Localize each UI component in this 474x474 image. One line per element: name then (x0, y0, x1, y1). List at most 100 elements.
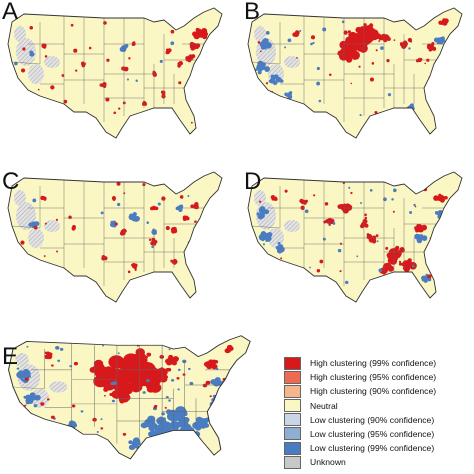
panel-label-c: C (2, 168, 20, 195)
legend-item: Low clustering (99% confidence) (284, 441, 470, 455)
low-cluster (401, 274, 406, 278)
high-cluster (182, 217, 187, 221)
low-cluster (57, 359, 61, 362)
high-cluster (265, 82, 269, 85)
high-cluster (444, 195, 448, 200)
legend-swatch (284, 399, 301, 413)
panel-label-b: B (244, 0, 261, 25)
low-cluster (257, 60, 264, 68)
low-cluster (183, 412, 188, 417)
high-cluster (310, 35, 316, 40)
high-cluster (100, 427, 104, 430)
high-cluster (339, 242, 343, 245)
high-cluster (371, 238, 377, 244)
map-panel-b (244, 4, 474, 154)
high-cluster (70, 23, 74, 27)
high-cluster (167, 48, 172, 53)
low-cluster (206, 259, 209, 262)
legend-item: Low clustering (90% confidence) (284, 413, 470, 427)
high-cluster (370, 28, 376, 33)
low-cluster (332, 222, 336, 225)
high-cluster (357, 46, 363, 52)
low-cluster (151, 245, 154, 249)
high-cluster (393, 39, 396, 42)
low-cluster (134, 444, 139, 449)
legend-swatch (284, 384, 301, 398)
low-cluster (409, 211, 413, 214)
high-cluster (316, 269, 321, 273)
low-cluster (17, 373, 24, 379)
low-cluster (168, 348, 171, 351)
legend-label: Neutral (310, 400, 338, 411)
high-cluster (128, 356, 134, 361)
high-cluster (40, 125, 44, 129)
low-cluster (189, 432, 197, 439)
high-cluster (324, 219, 328, 223)
high-cluster (153, 373, 160, 378)
high-cluster (398, 260, 402, 264)
low-cluster (133, 442, 137, 445)
legend-swatch (284, 370, 301, 384)
low-cluster (94, 438, 97, 441)
high-cluster (103, 21, 107, 25)
low-cluster (402, 277, 408, 282)
low-cluster (397, 277, 403, 283)
high-cluster (194, 220, 197, 223)
legend-item: Unknown (284, 455, 470, 469)
high-cluster (88, 46, 92, 50)
low-cluster (126, 78, 129, 81)
legend-item: Low clustering (95% confidence) (284, 427, 470, 441)
high-cluster (208, 359, 214, 364)
low-cluster (316, 81, 321, 86)
low-cluster (220, 421, 223, 424)
low-cluster (55, 346, 60, 350)
legend-swatch (284, 356, 301, 370)
high-cluster (20, 240, 25, 245)
high-cluster (44, 222, 47, 225)
high-cluster (432, 46, 437, 51)
low-cluster (14, 61, 18, 66)
low-cluster (69, 365, 72, 368)
high-cluster (182, 373, 186, 376)
low-cluster (150, 424, 155, 429)
low-cluster (316, 66, 320, 71)
low-cluster (293, 286, 298, 290)
low-cluster (177, 388, 180, 391)
high-cluster (194, 269, 196, 271)
low-cluster (159, 59, 163, 63)
high-cluster (385, 269, 388, 272)
legend-label: Low clustering (99% confidence) (310, 443, 435, 454)
high-cluster (372, 236, 376, 240)
high-cluster (426, 46, 430, 49)
high-cluster (414, 205, 417, 208)
high-cluster (55, 118, 58, 121)
low-cluster (216, 396, 221, 400)
low-cluster (391, 198, 394, 201)
low-cluster (262, 233, 270, 240)
high-cluster (360, 222, 366, 228)
high-cluster (363, 29, 369, 35)
high-cluster (447, 206, 453, 212)
high-cluster (427, 274, 432, 279)
low-cluster (398, 276, 404, 282)
low-cluster (310, 42, 313, 46)
high-cluster (178, 60, 183, 65)
high-cluster (121, 394, 129, 401)
high-cluster (105, 97, 110, 102)
high-cluster (113, 111, 117, 115)
high-cluster (71, 404, 76, 408)
low-cluster (403, 276, 408, 281)
unknown-area (14, 26, 26, 42)
high-cluster (375, 49, 378, 52)
low-cluster (279, 79, 284, 83)
high-cluster (330, 220, 334, 224)
low-cluster (168, 437, 172, 441)
high-cluster (259, 50, 262, 53)
low-cluster (187, 195, 190, 197)
high-cluster (101, 254, 106, 259)
low-cluster (173, 417, 179, 422)
low-cluster (404, 274, 410, 280)
legend-swatch (284, 441, 301, 455)
high-cluster (301, 199, 306, 204)
low-cluster (96, 431, 99, 433)
